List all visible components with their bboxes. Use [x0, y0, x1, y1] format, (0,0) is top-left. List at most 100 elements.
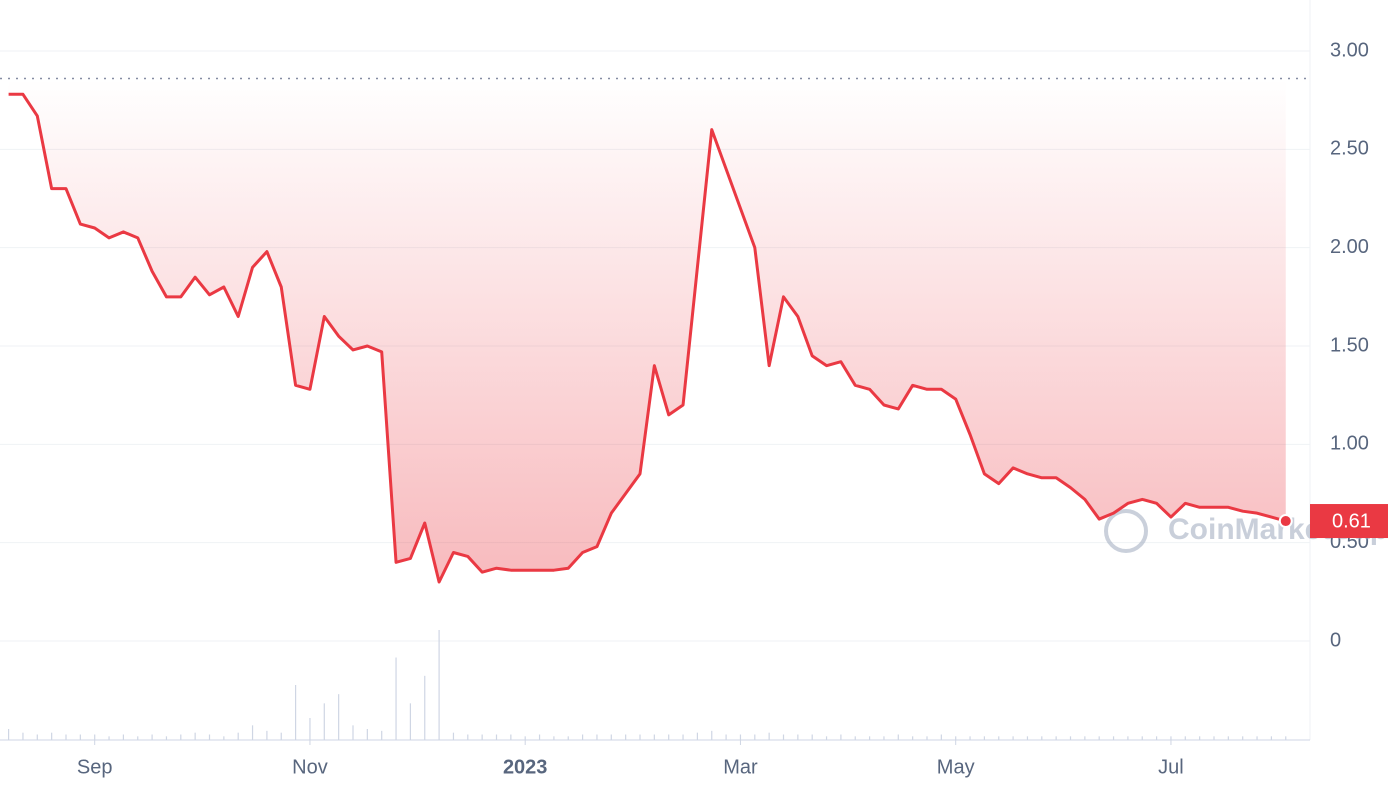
volume-bar [1270, 736, 1272, 740]
volume-bar [567, 736, 569, 740]
volume-bar [625, 734, 627, 740]
volume-bar [510, 734, 512, 740]
volume-bar [854, 736, 856, 740]
volume-bar [926, 736, 928, 740]
volume-bar [338, 694, 340, 740]
area [8, 78, 1286, 583]
volume-bar [467, 734, 469, 740]
volume-bar [381, 730, 383, 740]
volume-bar [266, 730, 268, 740]
last-point [1278, 514, 1293, 529]
volume-bar [180, 734, 182, 740]
volume-bar [682, 734, 684, 740]
volume-bar [739, 734, 742, 740]
volume-bar [969, 736, 971, 740]
volume-bars [8, 630, 1287, 740]
volume-bar [797, 734, 799, 740]
price-line [8, 92, 1287, 584]
volume-bar [495, 734, 498, 740]
volume-bar [811, 734, 813, 740]
volume-bar [251, 725, 254, 740]
volume-bar [1127, 736, 1129, 740]
y-tick-label: 0 [1330, 629, 1341, 651]
volume-bar [36, 734, 38, 740]
volume-bar [1141, 736, 1143, 740]
x-tick-label: Jul [1158, 756, 1184, 778]
x-tick-label: Nov [292, 756, 328, 778]
price-tag-label: 0.61 [1332, 510, 1371, 532]
volume-bar [696, 732, 698, 740]
volume-bar [940, 734, 942, 740]
volume-bar [151, 734, 153, 740]
volume-bar [438, 630, 440, 740]
volume-bar [309, 718, 311, 740]
volume-bar [1227, 736, 1229, 740]
volume-bar [869, 736, 871, 740]
volume-bar [538, 734, 541, 740]
volume-bar [352, 725, 354, 740]
volume-bar [237, 732, 239, 740]
volume-bar [639, 734, 641, 740]
volume-bar [22, 732, 24, 740]
volume-bar [782, 734, 785, 740]
volume-bar [1026, 736, 1029, 740]
volume-bar [711, 730, 713, 740]
volume-bar [481, 734, 483, 740]
volume-bar [194, 732, 196, 740]
watermark-logo [1104, 509, 1148, 553]
volume-bar [137, 736, 139, 740]
volume-bar [610, 734, 612, 740]
volume-bar [165, 736, 168, 740]
x-tick-label: May [937, 756, 975, 778]
volume-bar [424, 675, 426, 740]
volume-bar [122, 734, 124, 740]
volume-bar [1012, 736, 1014, 740]
volume-bar [223, 736, 225, 740]
volume-bar [1098, 736, 1100, 740]
volume-bar [1084, 736, 1086, 740]
volume-bar [295, 685, 297, 740]
y-tick-label: 1.50 [1330, 334, 1369, 356]
volume-bar [8, 729, 10, 740]
volume-bar [65, 734, 67, 740]
volume-bar [725, 734, 727, 740]
volume-bar [366, 729, 368, 740]
y-tick-label: 2.00 [1330, 236, 1369, 258]
volume-bar [1285, 736, 1287, 740]
volume-bar [1213, 736, 1215, 740]
volume-bar [768, 732, 770, 740]
volume-bar [668, 734, 670, 740]
volume-bar [323, 703, 325, 740]
volume-bar [452, 732, 455, 740]
volume-bar [409, 703, 411, 740]
volume-bar [582, 734, 584, 740]
volume-bar [524, 736, 526, 740]
volume-bar [653, 734, 655, 740]
volume-bar [553, 736, 555, 740]
volume-bar [1112, 736, 1115, 740]
volume-bar [825, 736, 828, 740]
volume-bar [208, 734, 211, 740]
volume-bar [1242, 736, 1244, 740]
x-tick-label: Sep [77, 756, 113, 778]
volume-bar [395, 657, 397, 740]
y-tick-label: 1.00 [1330, 433, 1369, 455]
volume-bar [1069, 736, 1072, 740]
volume-bar [1256, 736, 1258, 740]
volume-bar [51, 732, 53, 740]
x-tick-label: Mar [723, 756, 758, 778]
volume-bar [596, 734, 598, 740]
volume-bar [108, 736, 110, 740]
volume-bar [998, 736, 1000, 740]
volume-bar [280, 732, 282, 740]
volume-bar [1041, 736, 1043, 740]
y-tick-label: 2.50 [1330, 138, 1369, 160]
x-tick-label: 2023 [503, 756, 548, 778]
volume-bar [94, 734, 96, 740]
volume-bar [79, 734, 81, 740]
volume-bar [1156, 736, 1158, 740]
volume-bar [1170, 736, 1172, 740]
volume-bar [840, 734, 842, 740]
